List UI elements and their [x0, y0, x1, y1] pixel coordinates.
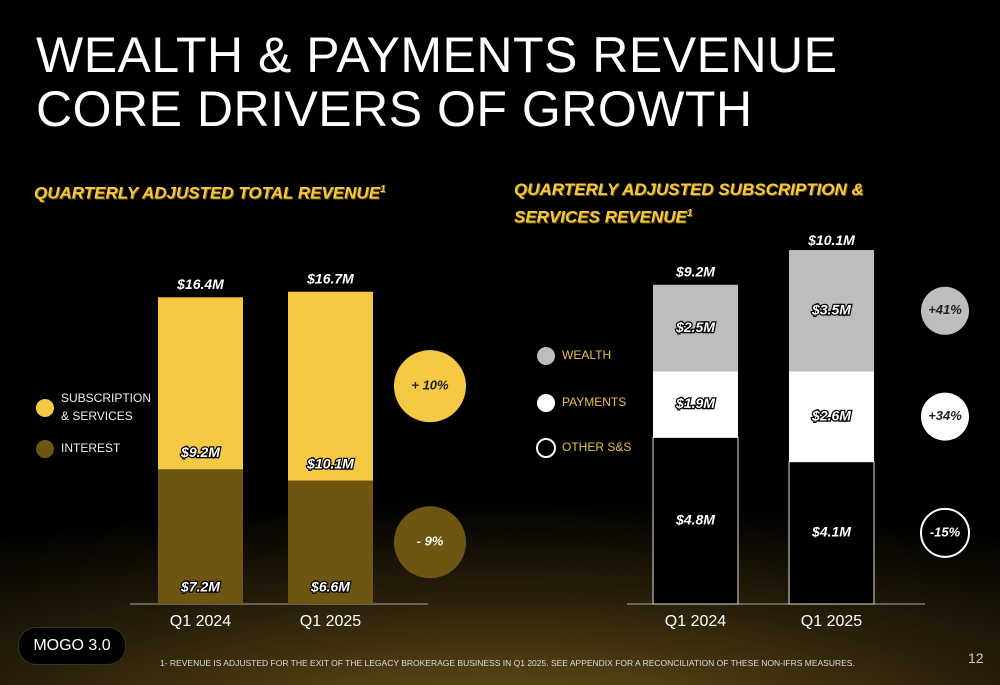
- bar-segment: [288, 480, 373, 604]
- legend-swatch: [537, 394, 555, 412]
- bar-segment: [789, 250, 874, 372]
- footnote-ref: 1: [380, 184, 386, 195]
- bar-segment: [788, 461, 875, 605]
- legend-label: PAYMENTS: [562, 395, 626, 409]
- value-label: $2.6M: [811, 407, 851, 423]
- slide-title: WEALTH & PAYMENTS REVENUE CORE DRIVERS O…: [36, 28, 838, 136]
- chart-title-text: QUARTERLY ADJUSTED SUBSCRIPTION & SERVIC…: [514, 180, 864, 227]
- value-label: $10.1M: [306, 455, 354, 471]
- change-label: +34%: [928, 408, 962, 423]
- value-label: $2.5M: [675, 319, 715, 335]
- bar-segment: [653, 284, 738, 372]
- footnote: 1- REVENUE IS ADJUSTED FOR THE EXIT OF T…: [160, 658, 855, 668]
- legend-swatch: [537, 347, 555, 365]
- bar-segment: [789, 371, 874, 462]
- legend-swatch: [36, 399, 54, 417]
- value-label: $7.2M: [180, 579, 220, 595]
- badge: MOGO 3.0: [18, 627, 126, 665]
- legend-line: & SERVICES: [61, 409, 133, 423]
- title-line: WEALTH & PAYMENTS REVENUE: [36, 27, 838, 83]
- change-badge: [921, 392, 969, 441]
- legend-label: WEALTH: [562, 348, 611, 362]
- legend-label: INTEREST: [61, 441, 121, 455]
- bar-segment: [158, 469, 243, 604]
- legend-swatch: [536, 438, 556, 458]
- value-label: $4.1M: [811, 524, 851, 540]
- chart-title-text: QUARTERLY ADJUSTED TOTAL REVENUE: [34, 183, 381, 203]
- total-label: $10.1M: [807, 232, 855, 248]
- total-label: $16.4M: [176, 276, 224, 292]
- bar-segment: [652, 436, 739, 605]
- footnote-ref: 1: [686, 208, 693, 219]
- x-tick-label: Q1 2024: [170, 613, 231, 630]
- change-badge: [394, 350, 466, 423]
- x-tick-label: Q1 2024: [665, 613, 726, 630]
- title-line: CORE DRIVERS OF GROWTH: [36, 81, 753, 137]
- page-number: 12: [968, 650, 984, 666]
- change-label: -15%: [930, 524, 961, 539]
- value-label: $1.9M: [675, 395, 715, 411]
- bar-segment: [288, 291, 373, 481]
- change-badge: [921, 286, 969, 335]
- value-label: $4.8M: [675, 511, 715, 527]
- legend-label: SUBSCRIPTION & SERVICES: [61, 391, 151, 423]
- change-label: + 10%: [411, 378, 449, 393]
- chart-title: QUARTERLY ADJUSTED SUBSCRIPTION & SERVIC…: [514, 178, 944, 230]
- x-tick-label: Q1 2025: [300, 613, 361, 630]
- bar-segment: [653, 371, 738, 438]
- change-badge: [920, 507, 970, 558]
- total-label: $16.7M: [306, 270, 354, 286]
- total-label: $9.2M: [675, 263, 715, 279]
- change-label: - 9%: [417, 534, 444, 549]
- legend-label: OTHER S&S: [562, 440, 631, 454]
- value-label: $3.5M: [811, 301, 851, 317]
- change-label: +41%: [928, 302, 962, 317]
- bar-segment: [158, 297, 243, 470]
- value-label: $6.6M: [310, 579, 350, 595]
- legend-line: SUBSCRIPTION: [61, 391, 151, 405]
- legend-swatch: [36, 440, 54, 458]
- x-tick-label: Q1 2025: [801, 613, 862, 630]
- value-label: $9.2M: [180, 444, 220, 460]
- change-badge: [394, 506, 466, 579]
- chart-title: QUARTERLY ADJUSTED TOTAL REVENUE1: [34, 178, 454, 206]
